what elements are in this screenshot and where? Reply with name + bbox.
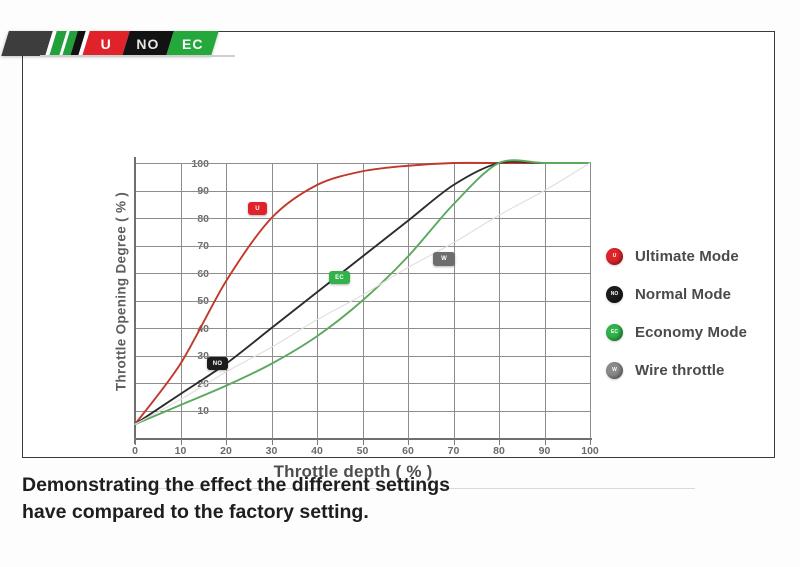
caption: Demonstrating the effect the different s… [22, 472, 622, 526]
legend-item-economy: EC Economy Mode [606, 313, 791, 351]
y-tick-20: 20 [197, 378, 209, 390]
x-tickmark-40 [317, 438, 318, 445]
y-axis-line [134, 157, 136, 444]
legend-label-economy: Economy Mode [635, 323, 748, 341]
x-tick-60: 60 [402, 445, 414, 457]
caption-line-2: have compared to the factory setting. [22, 501, 369, 523]
brand-banner: U NO EC [1, 31, 219, 56]
x-tick-80: 80 [493, 445, 505, 457]
gridline-v-30 [271, 163, 273, 438]
legend-item-normal: NO Normal Mode [606, 275, 791, 313]
gridline-v-70 [453, 163, 455, 438]
x-tickmark-90 [544, 438, 546, 445]
x-tickmark-30 [271, 438, 273, 445]
x-tickmark-0 [135, 438, 136, 445]
x-tick-20: 20 [220, 445, 232, 457]
banner-segment-u: U [81, 31, 130, 56]
banner-underline [40, 55, 235, 57]
curve-economy-mode [134, 159, 591, 426]
x-tickmark-100 [590, 438, 591, 445]
legend-label-wire: Wire throttle [635, 361, 725, 379]
banner-text-ec: EC [181, 35, 203, 52]
plot-area: 0 10 20 30 40 50 60 70 80 90 100 [132, 157, 599, 457]
x-tickmark-60 [408, 438, 409, 445]
x-tick-0: 0 [132, 445, 138, 457]
legend-label-normal: Normal Mode [635, 285, 732, 303]
legend-marker-wire-icon: W [606, 361, 623, 379]
y-tick-80: 80 [197, 213, 209, 225]
x-tick-30: 30 [265, 445, 278, 457]
y-axis-title-wrap: Throttle Opening Degree ( % ) [99, 152, 129, 442]
banner-segment-no: NO [121, 31, 174, 56]
y-tick-40: 40 [197, 323, 209, 335]
curves-svg [134, 159, 591, 426]
x-tick-50: 50 [356, 445, 369, 457]
curve-badge-ultimate: U [248, 202, 267, 215]
x-axis-title: Throttle depth ( % ) [273, 462, 433, 481]
caption-line-1: Demonstrating the effect the different s… [22, 474, 450, 496]
banner-segment-ec: EC [165, 31, 219, 56]
x-tick-70: 70 [447, 445, 460, 457]
x-tickmark-10 [180, 438, 182, 445]
x-tickmark-20 [226, 438, 227, 445]
gridline-v-40 [317, 163, 318, 438]
x-tick-10: 10 [174, 445, 187, 457]
curve-ultimate-mode [134, 161, 591, 426]
x-tickmark-80 [499, 438, 500, 445]
banner-text-u: U [100, 35, 112, 52]
x-tick-90: 90 [538, 445, 551, 457]
y-tick-100: 100 [191, 158, 209, 170]
gridline-v-100 [590, 163, 591, 438]
legend-marker-normal-icon: NO [606, 285, 623, 303]
curve-badge-economy: EC [329, 271, 350, 284]
banner-text-no: NO [136, 35, 160, 52]
legend-label-ultimate: Ultimate Mode [635, 247, 739, 265]
gridline-v-90 [544, 163, 546, 438]
gridline-v-20 [226, 163, 227, 438]
gridline-v-60 [408, 163, 409, 438]
curve-badge-normal: NO [207, 357, 228, 370]
y-axis-title: Throttle Opening Degree ( % ) [113, 191, 129, 392]
x-axis-baseline-rule [135, 488, 695, 489]
x-tickmark-70 [453, 438, 455, 445]
gridline-v-80 [499, 163, 500, 438]
legend-item-wire: W Wire throttle [606, 351, 791, 389]
curve-badge-wire: W [433, 252, 455, 266]
legend: U Ultimate Mode NO Normal Mode EC Econom… [606, 237, 791, 389]
chart-panel: Throttle Opening Degree ( % ) 100 90 80 … [22, 31, 775, 489]
gridline-v-10 [180, 163, 182, 438]
legend-item-ultimate: U Ultimate Mode [606, 237, 791, 275]
legend-marker-economy-icon: EC [606, 323, 623, 341]
x-tickmark-50 [362, 438, 364, 445]
curve-wire-throttle [134, 162, 591, 425]
x-tick-100: 100 [581, 445, 599, 457]
legend-marker-ultimate-icon: U [606, 247, 623, 265]
x-tick-40: 40 [311, 445, 323, 457]
curve-normal-mode [134, 160, 591, 426]
y-tick-60: 60 [197, 268, 209, 280]
